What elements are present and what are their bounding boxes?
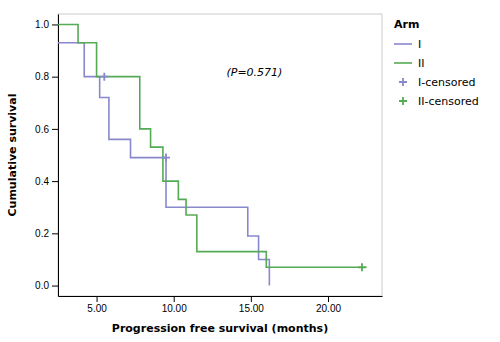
x-tick-label: 10.00: [162, 303, 187, 314]
legend-label: I: [418, 38, 421, 51]
x-tick: 15.00: [239, 296, 264, 314]
legend-label: II-censored: [418, 95, 479, 108]
plot: 5.00 10.00 15.00 20.00 0.0 0.2 0.4 0.6 0.8 1.0 Pro…: [6, 14, 383, 335]
y-tick-mark: [52, 77, 58, 78]
annotation: (P=0.571): [226, 66, 282, 79]
y-tick-mark: [52, 286, 58, 287]
x-tick-mark: [251, 296, 252, 302]
x-tick-mark: [328, 296, 329, 302]
y-tick-label: 0.8: [35, 71, 49, 82]
y-tick-label: 0.4: [35, 176, 49, 187]
legend: ArmIIII-censoredII-censored: [394, 18, 479, 108]
censored-mark: [162, 154, 170, 162]
x-axis: 5.00 10.00 15.00 20.00: [59, 296, 383, 314]
legend-swatch: [394, 62, 412, 64]
legend-label: II: [418, 57, 425, 70]
y-tick-mark: [52, 24, 58, 25]
x-tick-label: 5.00: [87, 303, 107, 314]
x-tick: 5.00: [87, 296, 107, 314]
y-axis-line: [58, 15, 59, 297]
chart: 5.00 10.00 15.00 20.00 0.0 0.2 0.4 0.6 0.8 1.0 Pro…: [0, 0, 500, 342]
y-tick: 0.0: [35, 280, 58, 291]
y-tick: 1.0: [35, 19, 58, 30]
x-tick-label: 20.00: [316, 303, 341, 314]
y-axis-title: Cumulative survival: [6, 94, 19, 217]
y-tick-label: 1.0: [35, 19, 49, 30]
legend-item: I: [394, 38, 421, 51]
y-tick-mark: [52, 129, 58, 130]
y-tick: 0.4: [35, 176, 58, 187]
legend-item: II: [394, 57, 425, 70]
marks: [58, 24, 367, 285]
y-tick: 0.6: [35, 124, 58, 135]
y-axis: 0.0 0.2 0.4 0.6 0.8 1.0: [35, 15, 58, 297]
legend-title: Arm: [394, 18, 419, 31]
y-tick-mark: [52, 233, 58, 234]
y-tick-mark: [52, 181, 58, 182]
legend-item: I-censored: [399, 76, 476, 89]
legend-swatch: [399, 97, 407, 105]
censored-mark: [100, 73, 108, 81]
x-tick-mark: [174, 296, 175, 302]
y-tick: 0.2: [35, 228, 58, 239]
legend-swatch: [394, 43, 412, 45]
y-tick: 0.8: [35, 71, 58, 82]
legend-label: I-censored: [418, 76, 476, 89]
plot-frame: [58, 14, 382, 296]
legend-item: II-censored: [399, 95, 479, 108]
x-tick: 10.00: [162, 296, 187, 314]
x-tick: 20.00: [316, 296, 341, 314]
y-tick-label: 0.6: [35, 124, 49, 135]
x-tick-label: 15.00: [239, 303, 264, 314]
y-tick-label: 0.2: [35, 228, 49, 239]
legend-swatch: [399, 78, 407, 86]
x-axis-line: [59, 296, 383, 297]
censored-mark: [358, 263, 366, 271]
x-axis-title: Progression free survival (months): [112, 322, 328, 335]
x-tick-mark: [97, 296, 98, 302]
y-tick-label: 0.0: [35, 280, 49, 291]
series-line: [58, 24, 367, 267]
